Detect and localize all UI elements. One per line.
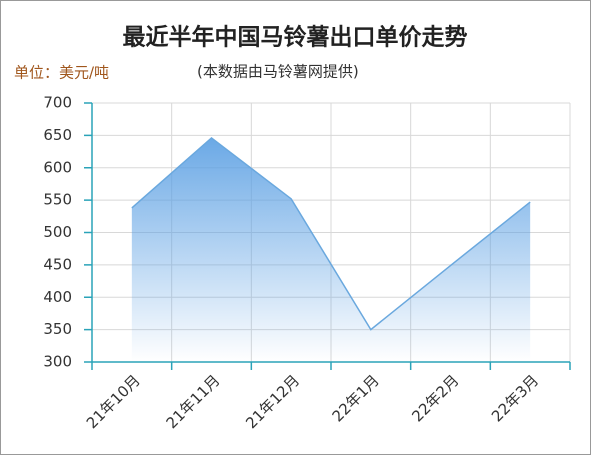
line bbox=[131, 136, 531, 331]
y-tick-label: 500 bbox=[43, 223, 72, 241]
subtitle: (本数据由马铃薯网提供) bbox=[197, 63, 359, 81]
y-tick-label: 700 bbox=[43, 94, 72, 112]
chart-title: 最近半年中国马铃薯出口单价走势 bbox=[123, 24, 468, 51]
y-tick-label: 450 bbox=[43, 255, 72, 273]
y-tick-label: 650 bbox=[43, 126, 72, 144]
area-fill bbox=[131, 137, 531, 362]
y-tick-label: 400 bbox=[43, 288, 72, 306]
y-tick-label: 300 bbox=[43, 353, 72, 371]
y-tick-label: 350 bbox=[43, 320, 72, 338]
y-tick-label: 600 bbox=[43, 158, 72, 176]
y-axis-label: 单位：美元/吨 bbox=[14, 64, 109, 82]
y-tick-label: 550 bbox=[43, 191, 72, 209]
